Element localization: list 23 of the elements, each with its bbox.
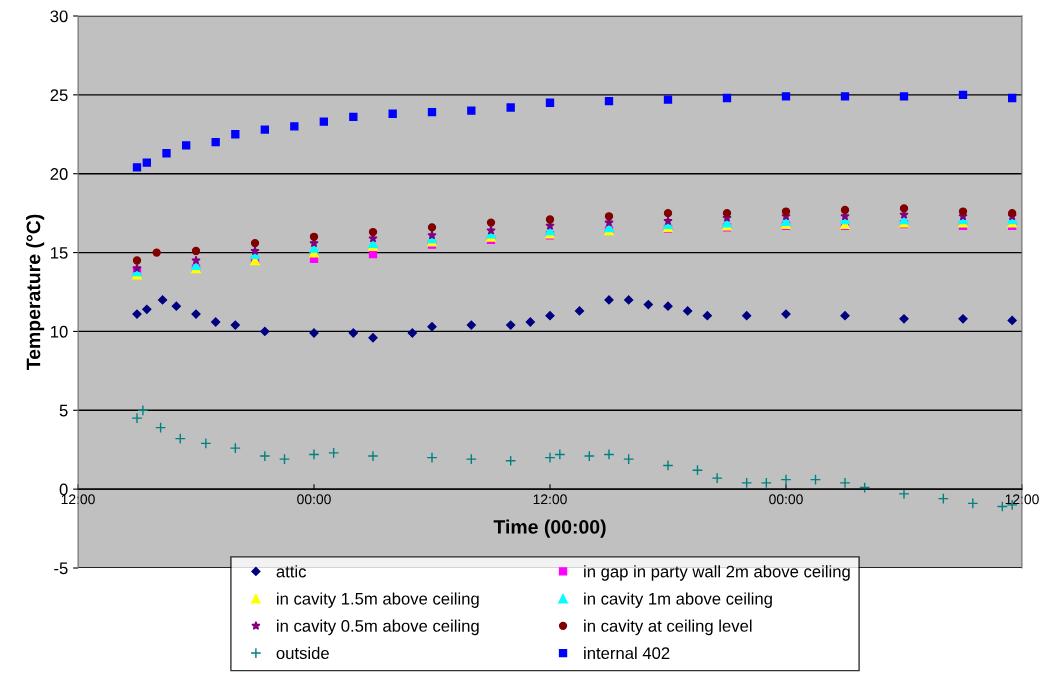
- legend-label: in cavity 1m above ceiling: [584, 592, 772, 608]
- legend-label: in cavity at ceiling level: [584, 619, 752, 636]
- legend-label: outside: [276, 646, 329, 660]
- legend-label: in cavity 1.5m above ceiling: [277, 592, 479, 608]
- y-tick-label: 15: [51, 247, 68, 259]
- x-tick-label: 00:00: [769, 494, 803, 505]
- legend-label: in cavity 0.5m above ceiling: [277, 619, 479, 636]
- y-axis-title: Temperature (°C): [26, 214, 45, 371]
- x-tick-label: 12:00: [1005, 494, 1039, 505]
- y-tick-label: 5: [59, 404, 68, 417]
- y-tick-label: 10: [51, 325, 68, 338]
- x-axis-title: Time (00:00): [493, 519, 606, 538]
- legend-label: in gap in party wall 2m above ceiling: [584, 565, 850, 581]
- y-tick-label: 0: [59, 483, 68, 496]
- legend-label: internal 402: [584, 646, 670, 660]
- y-tick-label: 20: [50, 168, 68, 180]
- x-tick-label: 00:00: [297, 494, 331, 505]
- x-tick-label: 12:00: [61, 494, 95, 505]
- y-tick-label: 25: [50, 89, 68, 102]
- legend-label: attic: [276, 565, 307, 578]
- y-tick-label: -5: [54, 562, 68, 575]
- x-tick-label: 12:00: [533, 494, 567, 505]
- y-tick-label: 30: [50, 10, 68, 23]
